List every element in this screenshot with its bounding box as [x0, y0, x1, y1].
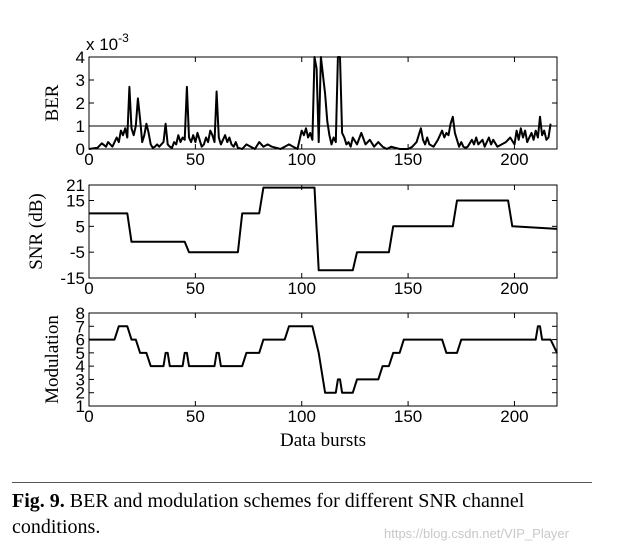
snr-x-tick-label: 100 [288, 279, 316, 298]
snr-y-tick-label: -5 [70, 243, 85, 262]
modulation-y-tick-label: 6 [76, 331, 85, 350]
snr-y-tick-label: 21 [66, 176, 85, 195]
ber-exponent-label: x 10-3 [86, 31, 129, 54]
ber-y-axis-label: BER [42, 84, 63, 121]
snr-series-line [89, 186, 558, 272]
caption-text: BER and modulation schemes for different… [12, 490, 525, 538]
ber-series-line [88, 56, 552, 150]
modulation-y-tick-label: 4 [76, 357, 85, 376]
ber-x-tick-label: 100 [288, 150, 316, 169]
ber-x-tick-label: 0 [84, 150, 93, 169]
snr-x-tick-label: 200 [500, 279, 528, 298]
snr-x-tick-label: 50 [186, 279, 205, 298]
ber-y-tick-label: 4 [76, 48, 85, 67]
ber-x-tick-label: 200 [500, 150, 528, 169]
modulation-y-tick-label: 7 [76, 317, 85, 336]
modulation-x-tick-label: 200 [500, 407, 528, 426]
modulation-x-axis-label: Data bursts [280, 430, 366, 451]
modulation-y-tick-label: 3 [76, 370, 85, 389]
modulation-plot-frame [88, 312, 558, 407]
snr-y-axis-label: SNR (dB) [26, 193, 47, 270]
caption-label: Fig. 9. [12, 490, 65, 512]
snr-x-tick-label: 150 [394, 279, 422, 298]
modulation-x-tick-label: 100 [288, 407, 316, 426]
modulation-x-tick-label: 150 [394, 407, 422, 426]
snr-plot-frame [88, 184, 558, 279]
ber-x-tick-label: 150 [394, 150, 422, 169]
modulation-y-tick-label: 8 [76, 304, 85, 323]
figure-caption: Fig. 9. BER and modulation schemes for d… [12, 488, 602, 540]
ber-y-tick-label: 3 [76, 71, 85, 90]
ber-panel: x 10-3 0 50 100 150 200 0 1 2 3 4 BER [42, 31, 558, 169]
snr-y-tick-label: -15 [60, 269, 85, 288]
modulation-series-line [89, 325, 558, 394]
caption-rule [12, 482, 592, 483]
modulation-x-tick-label: 0 [84, 407, 93, 426]
modulation-x-tick-label: 50 [186, 407, 205, 426]
ber-x-tick-label: 50 [186, 150, 205, 169]
modulation-y-axis-label: Modulation [42, 315, 63, 404]
ber-y-tick-label: 0 [76, 140, 85, 159]
modulation-y-tick-label: 5 [76, 344, 85, 363]
modulation-y-tick-label: 2 [76, 384, 85, 403]
snr-x-tick-label: 0 [84, 279, 93, 298]
watermark: https://blog.csdn.net/VIP_Player [384, 526, 569, 541]
modulation-y-tick-label: 1 [76, 397, 85, 416]
ber-y-tick-label: 2 [76, 94, 85, 113]
snr-y-tick-label: 15 [66, 192, 85, 211]
ber-y-tick-label: 1 [76, 117, 85, 136]
snr-y-tick-label: 5 [76, 217, 85, 236]
